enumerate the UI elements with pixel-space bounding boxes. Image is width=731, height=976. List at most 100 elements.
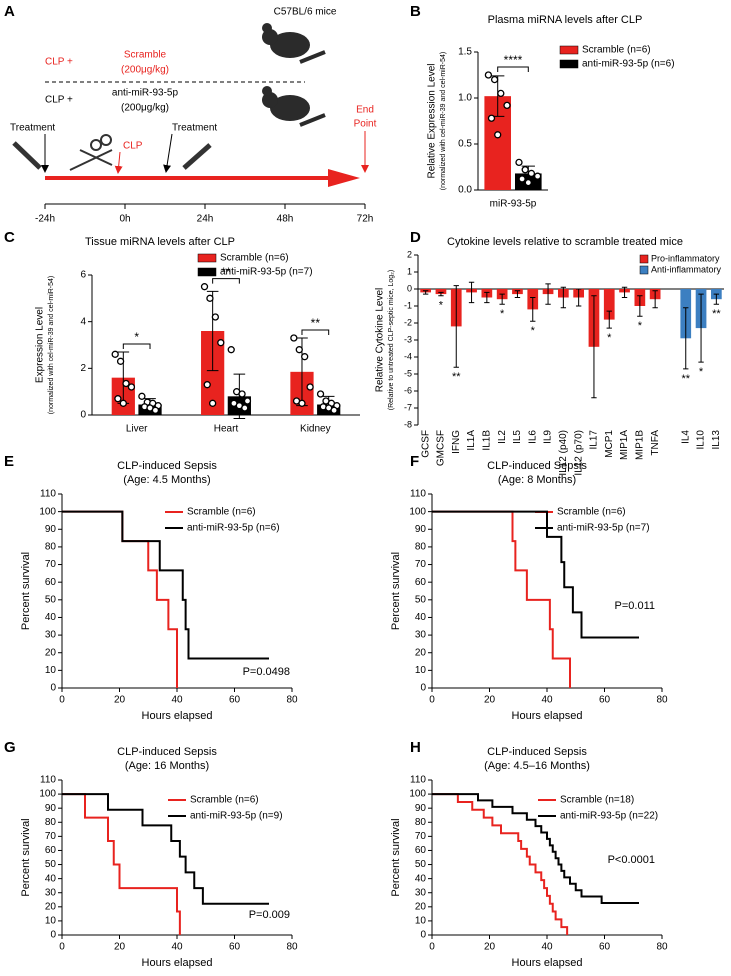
error-bar: [453, 285, 459, 368]
y-tick-label: 20: [45, 647, 57, 658]
survival-curve: [62, 510, 269, 660]
chart-title: CLP-induced Sepsis: [117, 746, 217, 758]
x-tick-label: 60: [599, 695, 611, 706]
time-label: 0h: [119, 214, 130, 225]
legend-label: Scramble (n=6): [190, 795, 259, 806]
x-tick-label: 20: [114, 695, 126, 706]
y-tick-label: 20: [415, 647, 427, 658]
legend-label: anti-miR-93-5p (n=6): [187, 523, 280, 534]
x-tick-label: IL10: [696, 430, 707, 450]
y-axis-label: Relative Expression Level: [427, 63, 438, 178]
arrow: [114, 151, 123, 174]
y-tick-label: 50: [415, 594, 427, 605]
x-tick-label: MCP1: [604, 430, 615, 458]
x-tick-label: IL2: [497, 430, 508, 444]
y-tick-label: 40: [45, 873, 57, 884]
strain-label: C57BL/6 mice: [274, 7, 337, 18]
panel-label: A: [4, 3, 15, 20]
legend-swatch: [639, 265, 649, 275]
y-tick-label: 70: [415, 831, 427, 842]
y-tick-label: 10: [45, 916, 57, 927]
error-bar: [499, 293, 505, 305]
data-point: [503, 101, 511, 110]
data-point: [316, 390, 325, 398]
significance-bracket: [212, 278, 240, 284]
x-tick-label: 20: [114, 942, 126, 953]
data-point: [487, 114, 496, 122]
legend-label: Scramble (n=6): [187, 507, 256, 518]
panel-label: B: [410, 3, 421, 20]
y-tick-label: 90: [45, 803, 57, 814]
legend-label: anti-miR-93-5p (n=7): [557, 523, 650, 534]
y-tick-label: 30: [45, 630, 57, 641]
survival-curve: [432, 510, 639, 639]
x-axis-label: Hours elapsed: [142, 957, 213, 969]
y-tick-label: 0: [50, 683, 56, 694]
data-point: [238, 390, 246, 398]
panel-label: G: [4, 739, 16, 756]
data-point: [515, 158, 523, 167]
y-tick-label: 70: [45, 831, 57, 842]
data-point: [151, 406, 160, 414]
legend-label: Scramble (n=6): [557, 507, 626, 518]
x-axis-label: Hours elapsed: [142, 710, 213, 722]
error-bar: [652, 290, 658, 309]
x-tick-label: 80: [286, 695, 298, 706]
error-bar: [575, 288, 582, 307]
mouse-icon: [262, 23, 326, 64]
x-tick-label: IL17: [589, 430, 600, 450]
x-tick-label: Kidney: [300, 424, 331, 435]
y-tick-label: -1: [404, 300, 412, 310]
panel-label: D: [410, 229, 421, 246]
group-prefix: CLP +: [45, 57, 73, 68]
legend-swatch: [197, 267, 217, 277]
x-tick-label: IL13: [711, 430, 722, 450]
time-label: 24h: [197, 214, 214, 225]
end-label: End: [356, 105, 374, 116]
x-tick-label: IL5: [512, 430, 523, 444]
data-point: [490, 75, 499, 84]
y-tick-label: 4: [80, 316, 86, 327]
x-tick-label: IL1B: [481, 430, 492, 451]
y-tick-label: 80: [45, 817, 57, 828]
y-axis-note: (Relative to untreated CLP-septic mice, …: [388, 270, 395, 410]
panel-label: C: [4, 229, 15, 246]
error-bar: [606, 310, 612, 329]
significance-label: *: [500, 308, 505, 320]
chart-title: CLP-induced Sepsis: [487, 746, 587, 758]
x-tick-label: 80: [656, 695, 668, 706]
y-tick-label: 110: [410, 775, 426, 786]
event-label: Treatment: [172, 123, 217, 134]
y-tick-label: 110: [40, 775, 56, 786]
y-tick-label: 100: [409, 789, 426, 800]
x-tick-label: IL4: [680, 430, 691, 444]
error-bar: [468, 281, 475, 304]
y-tick-label: 1.5: [458, 47, 472, 58]
x-tick-label: 40: [541, 695, 553, 706]
x-tick-label: IL6: [527, 430, 538, 444]
data-point: [138, 392, 146, 400]
y-tick-label: 80: [415, 817, 427, 828]
y-tick-label: 30: [45, 887, 57, 898]
data-point: [208, 399, 217, 407]
chart-subtitle: (Age: 16 Months): [125, 760, 209, 772]
x-tick-label: 40: [541, 942, 553, 953]
y-tick-label: 40: [415, 873, 427, 884]
error-bar: [438, 291, 444, 297]
significance-label: **: [452, 371, 461, 383]
time-label: 48h: [277, 214, 294, 225]
data-point: [200, 283, 209, 291]
panel-label: F: [410, 453, 419, 470]
legend-swatch: [559, 59, 579, 69]
data-point: [206, 294, 214, 302]
chart-title: CLP-induced Sepsis: [487, 460, 587, 472]
time-label: 72h: [357, 214, 374, 225]
y-tick-label: 90: [415, 524, 427, 535]
chart-title: Cytokine levels relative to scramble tre…: [447, 236, 683, 248]
y-axis-label: Percent survival: [390, 552, 402, 630]
x-tick-label: IL12 (p40): [558, 430, 569, 476]
y-tick-label: -2: [404, 317, 412, 327]
data-point: [203, 381, 211, 389]
data-point: [306, 383, 314, 391]
error-bar: [545, 283, 551, 305]
